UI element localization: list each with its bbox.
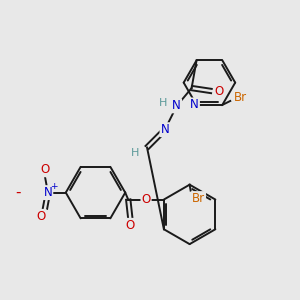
Text: N: N [190,98,199,111]
Text: N: N [44,186,52,199]
Text: O: O [126,219,135,232]
Text: -: - [16,185,21,200]
Text: O: O [215,85,224,98]
Text: +: + [50,182,58,191]
Text: N: N [172,99,181,112]
Text: O: O [40,163,50,176]
Text: O: O [141,193,151,206]
Text: H: H [131,148,139,158]
Text: Br: Br [234,91,247,103]
Text: H: H [159,98,167,108]
Text: O: O [36,210,46,223]
Text: Br: Br [192,192,205,205]
Text: N: N [160,123,169,136]
